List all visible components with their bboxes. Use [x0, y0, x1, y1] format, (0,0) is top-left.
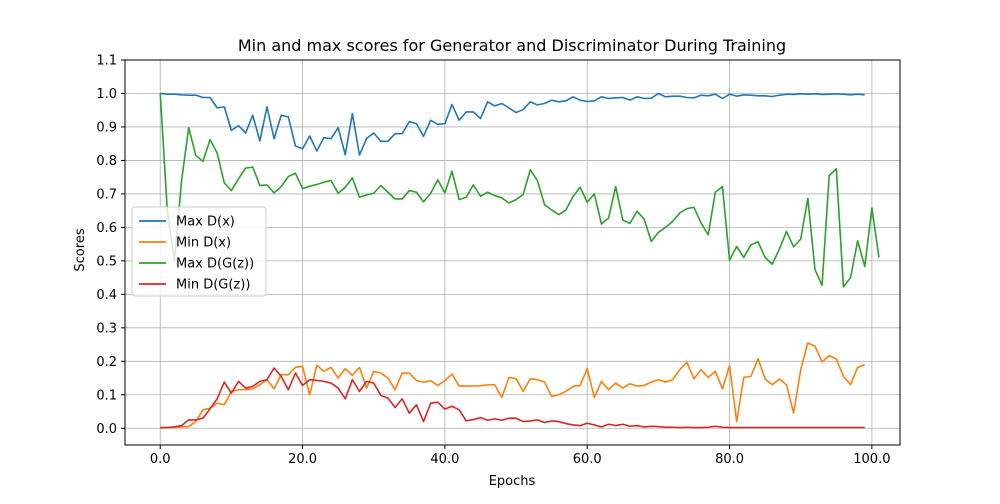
x-tick-label: 100.0 — [853, 452, 890, 467]
y-tick-label: 0.4 — [96, 288, 117, 303]
series-lines — [159, 92, 880, 429]
x-axis-label: Epochs — [489, 474, 536, 489]
series-line-min-d-g-z — [160, 367, 865, 429]
x-tick-label: 80.0 — [715, 452, 744, 467]
y-tick-label: 1.1 — [96, 54, 117, 69]
x-tick-label: 20.0 — [288, 452, 317, 467]
series-line-max-d-x — [160, 92, 865, 156]
legend: Max D(x) Min D(x) Max D(G(z)) Min D(G(z)) — [131, 206, 267, 297]
legend-label: Min D(G(z)) — [176, 278, 250, 293]
y-tick-label: 0.5 — [96, 254, 117, 269]
y-tick-label: 1.0 — [96, 87, 117, 102]
y-tick-label: 0.8 — [96, 154, 117, 169]
legend-label: Max D(x) — [176, 215, 235, 230]
y-axis-label: Scores — [73, 228, 88, 271]
y-tick-label: 0.3 — [96, 321, 117, 336]
y-tick-label: 0.9 — [96, 120, 117, 135]
y-tick-label: 0.1 — [96, 388, 117, 403]
legend-items: Max D(x) Min D(x) Max D(G(z)) Min D(G(z)) — [139, 215, 254, 293]
legend-box — [131, 206, 267, 297]
x-tick-label: 60.0 — [573, 452, 602, 467]
y-tick-label: 0.0 — [96, 422, 117, 437]
chart-title: Min and max scores for Generator and Dis… — [238, 36, 786, 55]
series-line-min-d-x — [160, 342, 866, 429]
series-line-max-d-g-z — [159, 93, 880, 288]
plot-frame — [124, 59, 901, 446]
legend-label: Min D(x) — [176, 236, 231, 251]
x-axis-ticks: 0.0 20.0 40.0 60.0 80.0 100.0 — [150, 445, 890, 467]
y-tick-label: 0.2 — [96, 355, 117, 370]
y-tick-label: 0.6 — [96, 221, 117, 236]
x-tick-label: 0.0 — [150, 452, 171, 467]
legend-label: Max D(G(z)) — [176, 257, 254, 272]
x-tick-label: 40.0 — [430, 452, 459, 467]
y-axis-ticks: 0.0 0.1 0.2 0.3 0.4 0.5 0.6 0.7 0.8 0.9 1.0 1.1 — [96, 54, 125, 437]
y-tick-label: 0.7 — [96, 187, 117, 202]
